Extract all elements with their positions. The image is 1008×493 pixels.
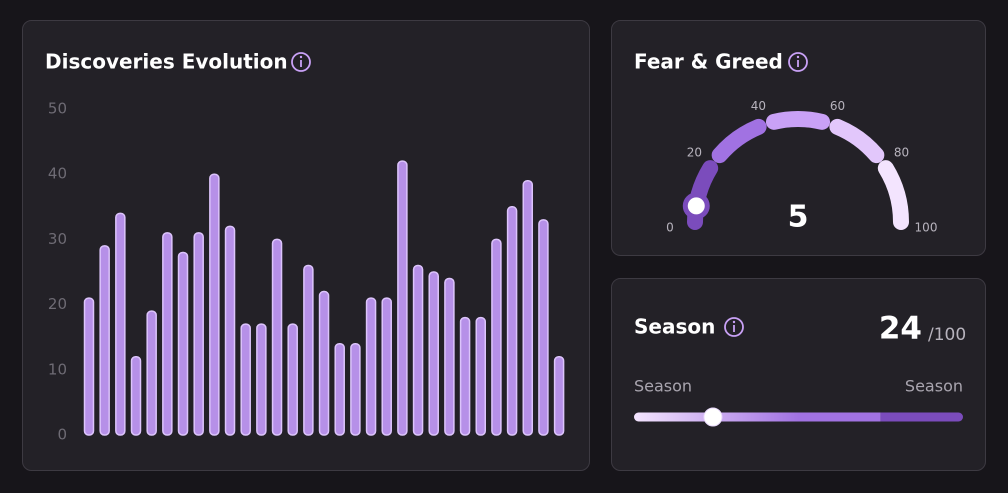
bar: [506, 206, 518, 436]
gauge-tick-label: 100: [915, 221, 938, 235]
bar: [350, 342, 361, 436]
bar: [83, 297, 95, 436]
bar: [224, 225, 236, 436]
bar: [334, 342, 345, 436]
bar: [209, 173, 220, 436]
bar: [428, 271, 439, 436]
gauge-tick-label: 0: [666, 221, 674, 235]
bar: [365, 297, 377, 436]
info-icon[interactable]: [724, 317, 744, 337]
bar: [240, 323, 251, 436]
panel-title: Discoveries Evolution: [45, 50, 288, 74]
gauge-segment: [711, 118, 767, 164]
gauge-tick-label: 20: [687, 145, 702, 159]
y-tick-label: 30: [48, 230, 67, 248]
bar: [146, 310, 157, 436]
bar: [99, 245, 110, 436]
bar: [193, 232, 204, 436]
panel-title: Season: [634, 315, 715, 339]
gauge-value: 5: [788, 200, 809, 235]
gauge-tick-label: 60: [830, 99, 845, 113]
gauge-tick-label: 80: [894, 145, 909, 159]
season-value: 24: [879, 311, 922, 347]
bar: [397, 160, 408, 436]
bar: [287, 323, 298, 436]
season-max: /100: [928, 325, 966, 345]
info-icon[interactable]: [291, 52, 311, 72]
bar: [522, 179, 534, 436]
bar: [318, 290, 330, 436]
bar: [162, 232, 173, 436]
bar: [553, 356, 565, 436]
gauge-tick-label: 40: [751, 99, 766, 113]
panel: [611, 278, 986, 471]
bar: [444, 277, 455, 436]
bar: [381, 297, 392, 436]
y-tick-label: 20: [48, 295, 67, 313]
bar: [177, 251, 189, 436]
season-label-left: Season: [634, 377, 692, 396]
season-thumb: [703, 407, 723, 427]
season-track: [634, 412, 963, 422]
bar: [412, 264, 424, 436]
bar: [115, 212, 126, 436]
y-tick-label: 10: [48, 360, 67, 378]
y-tick-label: 50: [48, 100, 67, 118]
bar: [256, 323, 267, 436]
bar: [475, 316, 486, 436]
y-tick-label: 0: [57, 426, 67, 444]
season-band: [798, 412, 881, 422]
bar: [538, 219, 549, 436]
bar: [130, 356, 142, 436]
gauge-segment: [829, 118, 885, 164]
gauge-segment: [877, 160, 909, 230]
panel-title: Fear & Greed: [634, 50, 783, 74]
gauge-segment: [765, 111, 831, 130]
bar: [459, 316, 471, 436]
info-icon[interactable]: [788, 52, 808, 72]
y-tick-label: 40: [48, 165, 67, 183]
season-label-right: Season: [905, 377, 963, 396]
bar: [303, 264, 314, 436]
season-band: [880, 412, 963, 422]
bar: [491, 238, 502, 436]
gauge-thumb: [682, 192, 710, 220]
bar: [271, 238, 283, 436]
